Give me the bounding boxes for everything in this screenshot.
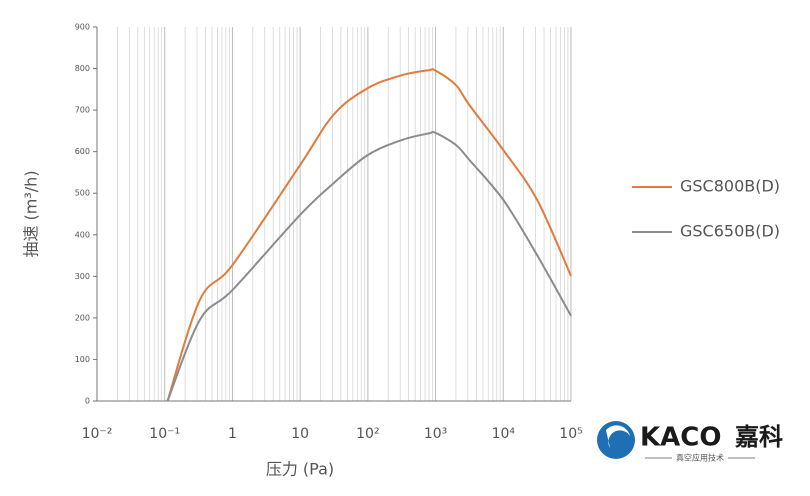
y-tick-label: 900 — [75, 23, 90, 32]
x-tick-label: 10⁻² — [82, 426, 113, 442]
x-axis-label: 压力 (Pa) — [266, 460, 334, 479]
logo: KACO 嘉科 真空应用技术 — [597, 421, 783, 463]
x-tick-label: 1 — [228, 426, 237, 442]
series-line — [166, 130, 572, 402]
x-tick-label: 10⁴ — [492, 426, 516, 442]
logo-brand: KACO — [640, 423, 721, 453]
x-tick-label: 10² — [356, 426, 379, 442]
y-tick-label: 800 — [75, 64, 90, 73]
logo-brand-cn: 嘉科 — [735, 423, 783, 451]
y-tick-label: 300 — [75, 272, 90, 281]
y-tick-label: 200 — [75, 313, 90, 322]
y-tick-label: 600 — [75, 147, 90, 156]
series-line — [166, 68, 572, 402]
x-tick-label: 10 — [291, 426, 309, 442]
x-tick-label: 10⁵ — [559, 426, 582, 442]
legend-label: GSC800B(D) — [680, 177, 780, 196]
logo-tagline: 真空应用技术 — [676, 453, 724, 463]
x-tick-label: 10⁻¹ — [149, 426, 180, 442]
x-tick-label: 10³ — [424, 426, 447, 442]
logo-swirl — [606, 425, 630, 448]
y-tick-label: 400 — [75, 230, 90, 239]
legend-label: GSC650B(D) — [680, 222, 780, 241]
y-tick-label: 500 — [75, 189, 90, 198]
y-tick-label: 700 — [75, 106, 90, 115]
y-tick-label: 0 — [85, 397, 90, 406]
y-tick-label: 100 — [75, 355, 90, 364]
y-axis-label: 抽速 (m³/h) — [22, 170, 41, 257]
